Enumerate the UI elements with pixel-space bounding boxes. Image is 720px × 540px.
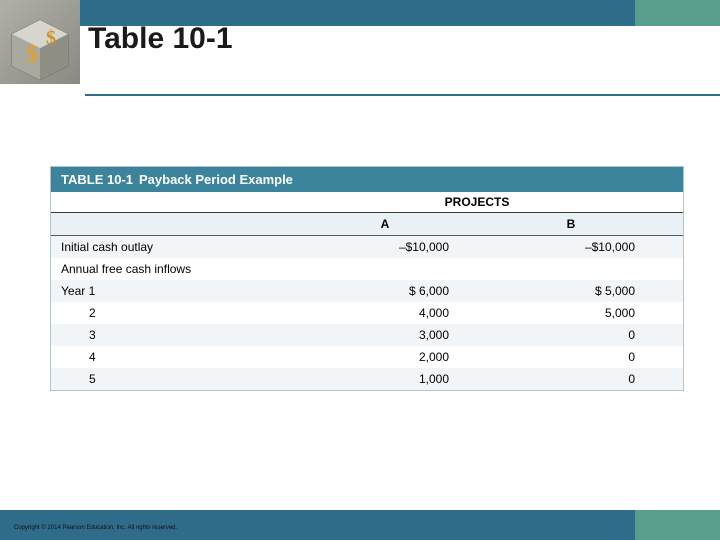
- table-row: 24,0005,000: [51, 302, 683, 324]
- row-value-a: –$10,000: [311, 236, 497, 258]
- row-label: 3: [51, 324, 311, 346]
- table-row: 51,0000: [51, 368, 683, 390]
- table-row: 42,0000: [51, 346, 683, 368]
- row-value-a: $ 6,000: [311, 280, 497, 302]
- table-row: Annual free cash inflows: [51, 258, 683, 280]
- projects-label: PROJECTS: [311, 195, 683, 209]
- row-label: Year 1: [51, 280, 311, 302]
- row-value-a: 1,000: [311, 368, 497, 390]
- header: $ $ Table 10-1: [0, 0, 720, 105]
- svg-text:$: $: [46, 27, 56, 49]
- row-label: Initial cash outlay: [51, 236, 311, 258]
- page-title: Table 10-1: [88, 22, 233, 56]
- payback-table: TABLE 10-1 Payback Period Example PROJEC…: [50, 166, 684, 391]
- column-a-header: A: [311, 213, 497, 235]
- row-label: 2: [51, 302, 311, 324]
- table-caption: TABLE 10-1 Payback Period Example: [51, 167, 683, 192]
- row-value-b: $ 5,000: [497, 280, 683, 302]
- table-projects-row: PROJECTS: [51, 192, 683, 213]
- svg-text:$: $: [26, 42, 38, 68]
- row-label: Annual free cash inflows: [51, 258, 311, 280]
- row-label: 4: [51, 346, 311, 368]
- row-value-a: 4,000: [311, 302, 497, 324]
- table-caption-text: Payback Period Example: [139, 172, 293, 187]
- row-value-b: [497, 258, 683, 280]
- copyright-text: Copyright © 2014 Pearson Education, Inc.…: [14, 525, 177, 531]
- table-body: Initial cash outlay–$10,000–$10,000Annua…: [51, 236, 683, 390]
- header-divider: [85, 94, 720, 96]
- dollar-cube-icon: $ $: [0, 0, 80, 84]
- row-value-a: 2,000: [311, 346, 497, 368]
- table-row: 33,0000: [51, 324, 683, 346]
- footer-bar: Copyright © 2014 Pearson Education, Inc.…: [0, 510, 720, 540]
- table-row: Initial cash outlay–$10,000–$10,000: [51, 236, 683, 258]
- table-number: TABLE 10-1: [61, 172, 133, 187]
- table-row: Year 1$ 6,000$ 5,000: [51, 280, 683, 302]
- row-value-b: 0: [497, 324, 683, 346]
- row-value-b: 5,000: [497, 302, 683, 324]
- row-value-a: [311, 258, 497, 280]
- row-value-b: 0: [497, 346, 683, 368]
- row-value-a: 3,000: [311, 324, 497, 346]
- row-label: 5: [51, 368, 311, 390]
- row-value-b: –$10,000: [497, 236, 683, 258]
- table-column-headers: A B: [51, 213, 683, 236]
- slide-number: 10-60: [674, 520, 700, 531]
- column-b-header: B: [497, 213, 683, 235]
- row-value-b: 0: [497, 368, 683, 390]
